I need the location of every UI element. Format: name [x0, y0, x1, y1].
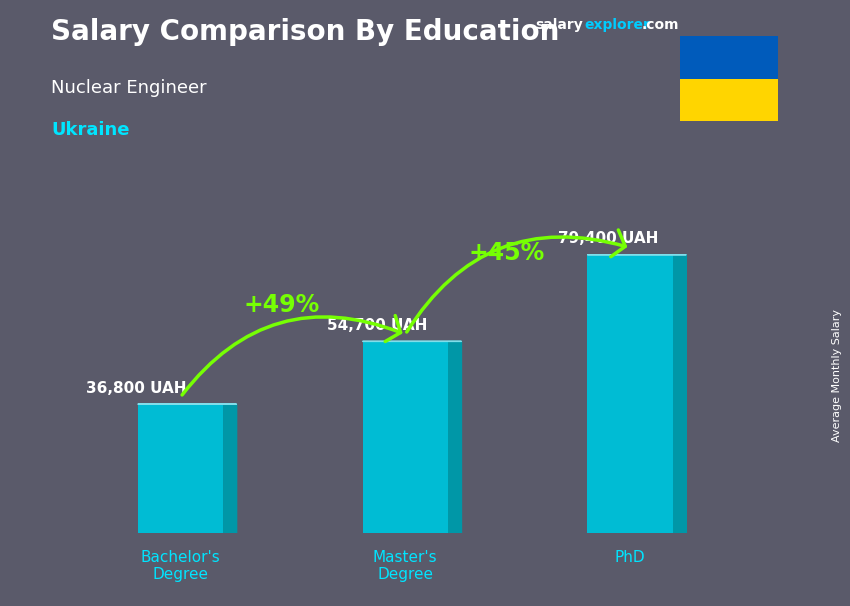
Text: .com: .com — [642, 18, 679, 32]
FancyArrowPatch shape — [407, 230, 626, 332]
Text: 54,700 UAH: 54,700 UAH — [326, 318, 427, 333]
Text: 36,800 UAH: 36,800 UAH — [86, 381, 186, 396]
Text: Nuclear Engineer: Nuclear Engineer — [51, 79, 207, 97]
Text: 79,400 UAH: 79,400 UAH — [558, 231, 659, 247]
Text: +45%: +45% — [468, 241, 545, 265]
Polygon shape — [224, 404, 236, 533]
Polygon shape — [673, 255, 686, 533]
Text: salary: salary — [536, 18, 583, 32]
Text: +49%: +49% — [243, 293, 320, 317]
Text: Ukraine: Ukraine — [51, 121, 129, 139]
FancyArrowPatch shape — [182, 316, 400, 395]
Bar — [680, 36, 778, 79]
FancyBboxPatch shape — [138, 404, 224, 533]
Text: Salary Comparison By Education: Salary Comparison By Education — [51, 18, 559, 46]
Polygon shape — [448, 341, 462, 533]
FancyBboxPatch shape — [587, 255, 673, 533]
Bar — [680, 79, 778, 121]
FancyBboxPatch shape — [363, 341, 448, 533]
Text: explorer: explorer — [585, 18, 651, 32]
Text: Average Monthly Salary: Average Monthly Salary — [832, 309, 842, 442]
